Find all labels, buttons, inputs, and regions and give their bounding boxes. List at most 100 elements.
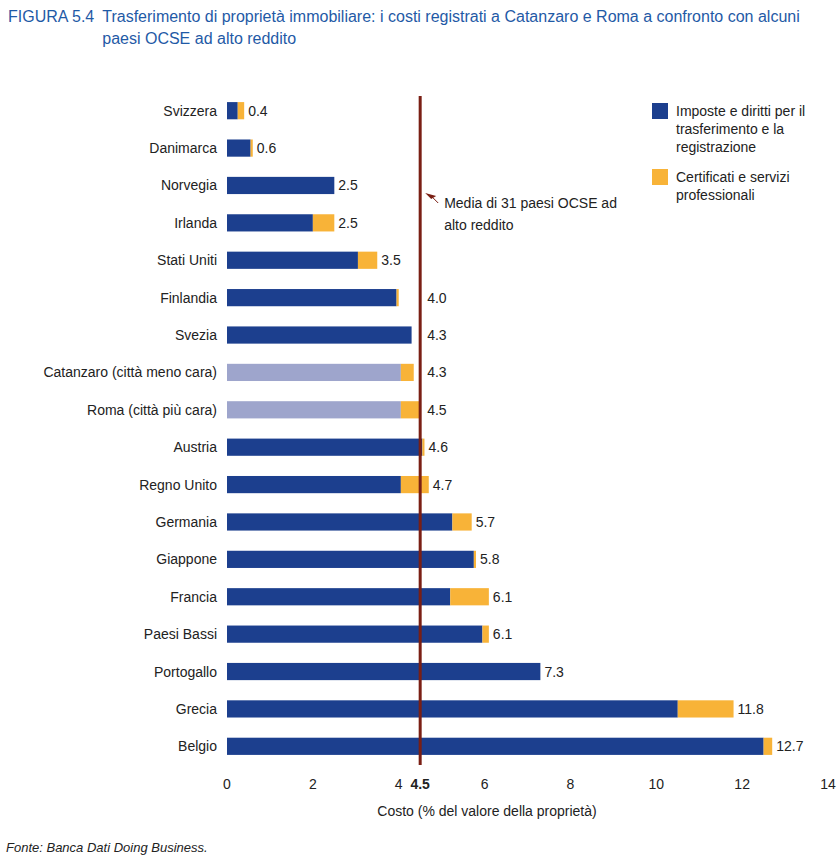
bar-segment	[227, 102, 238, 119]
average-line	[419, 96, 422, 765]
total-label: 4.7	[433, 477, 453, 493]
bar-segment	[227, 700, 678, 717]
bar-segment	[334, 177, 335, 194]
category-label: Giappone	[156, 551, 217, 567]
total-label: 11.8	[738, 701, 764, 717]
legend-label: Imposte e diritti per il trasferimento e …	[676, 103, 805, 155]
total-label: 4.3	[427, 327, 447, 343]
category-label: Germania	[156, 514, 218, 530]
total-label: 4.5	[427, 402, 447, 418]
category-label: Stati Uniti	[157, 252, 217, 268]
text-line: Imposte e diritti per il	[676, 103, 805, 119]
total-label: 6.1	[493, 626, 513, 642]
category-label: Belgio	[178, 738, 217, 754]
total-label: 0.4	[248, 103, 268, 119]
category-label: Danimarca	[149, 140, 217, 156]
title: Trasferimento di proprietà immobiliare: …	[102, 8, 800, 47]
bar-segment	[313, 214, 334, 231]
bar-segment	[227, 177, 334, 194]
bar-segment	[227, 476, 401, 493]
bar-segment	[397, 289, 399, 306]
total-label: 4.3	[427, 364, 447, 380]
annotation-arrow-tail	[432, 197, 438, 203]
total-label: 2.5	[338, 215, 358, 231]
text-line: registrazione	[676, 139, 756, 155]
bar-segment	[764, 738, 773, 755]
bar-segment	[227, 214, 313, 231]
category-label: Paesi Bassi	[144, 626, 217, 642]
total-label: 5.7	[476, 514, 496, 530]
bar-segment	[401, 476, 429, 493]
bar-segment	[227, 626, 482, 643]
text-line: Certificati e servizi	[676, 169, 790, 185]
bar-segment	[401, 364, 414, 381]
legend-swatch	[652, 103, 668, 119]
category-label: Francia	[170, 589, 217, 605]
total-label: 0.6	[257, 140, 277, 156]
bar-segment	[251, 139, 253, 156]
category-label: Regno Unito	[139, 477, 217, 493]
bar-segment	[227, 364, 401, 381]
text-line: paesi OCSE ad alto reddito	[102, 30, 296, 47]
category-label: Irlanda	[174, 215, 217, 231]
category-label: Finlandia	[160, 290, 217, 306]
total-label: 12.7	[776, 738, 803, 754]
bar-segment	[227, 738, 764, 755]
bar-segment	[358, 252, 377, 269]
bar-segment	[227, 439, 422, 456]
bar-segment	[238, 102, 244, 119]
bar-segment	[482, 626, 488, 643]
legend-label: Certificati e serviziprofessionali	[676, 169, 790, 203]
chart: FIGURA 5.4 Trasferimento di proprietà imm…	[0, 0, 838, 867]
axis-label: Costo (% del valore della proprietà)	[377, 803, 596, 819]
bar-segment	[401, 401, 420, 418]
total-label: 2.5	[338, 177, 358, 193]
category-label: Portogallo	[154, 664, 217, 680]
category-label: Roma (città più cara)	[87, 402, 217, 418]
bar-segment	[540, 663, 541, 680]
bar-segment	[227, 289, 397, 306]
category-label: Austria	[173, 439, 217, 455]
total-label: 4.0	[427, 290, 447, 306]
tick-label: 10	[648, 776, 664, 792]
category-label: Svizzera	[163, 103, 217, 119]
bar-segment	[474, 551, 476, 568]
figure-label: FIGURA 5.4	[8, 8, 94, 25]
tick-label: 14	[820, 776, 836, 792]
total-label: 6.1	[493, 589, 513, 605]
text-line: Trasferimento di proprietà immobiliare: …	[102, 8, 800, 25]
category-label: Norvegia	[161, 177, 217, 193]
bar-segment	[227, 139, 251, 156]
annotation-arrow	[425, 193, 436, 199]
legend-swatch	[652, 169, 668, 185]
bar-segment	[411, 326, 412, 343]
category-label: Svezia	[175, 327, 217, 343]
bar-segment	[450, 588, 489, 605]
text-line: alto reddito	[444, 217, 513, 233]
bar-segment	[227, 663, 540, 680]
bar-segment	[452, 513, 471, 530]
text-line: Media di 31 paesi OCSE ad	[444, 195, 617, 211]
bar-segment	[227, 551, 474, 568]
bar-segment	[227, 252, 358, 269]
total-label: 3.5	[381, 252, 401, 268]
category-label: Grecia	[176, 701, 217, 717]
total-label: 4.6	[428, 439, 448, 455]
bar-segment	[227, 326, 412, 343]
bar-segment	[227, 401, 401, 418]
annotation: Media di 31 paesi OCSE ad alto reddito	[444, 195, 617, 233]
tick-label: 8	[567, 776, 575, 792]
text-line: trasferimento e la	[676, 121, 784, 137]
category-label: Catanzaro (città meno cara)	[43, 364, 217, 380]
bar-segment	[678, 700, 734, 717]
source: Fonte: Banca Dati Doing Business.	[6, 840, 208, 855]
total-label: 5.8	[480, 551, 500, 567]
bar-segment	[422, 439, 424, 456]
total-label: 7.3	[544, 664, 564, 680]
tick-label: 6	[481, 776, 489, 792]
tick-label: 12	[734, 776, 750, 792]
bar-segment	[227, 588, 450, 605]
bars	[227, 102, 772, 755]
bar-segment	[227, 513, 452, 530]
tick-label: 4.5	[410, 776, 430, 792]
